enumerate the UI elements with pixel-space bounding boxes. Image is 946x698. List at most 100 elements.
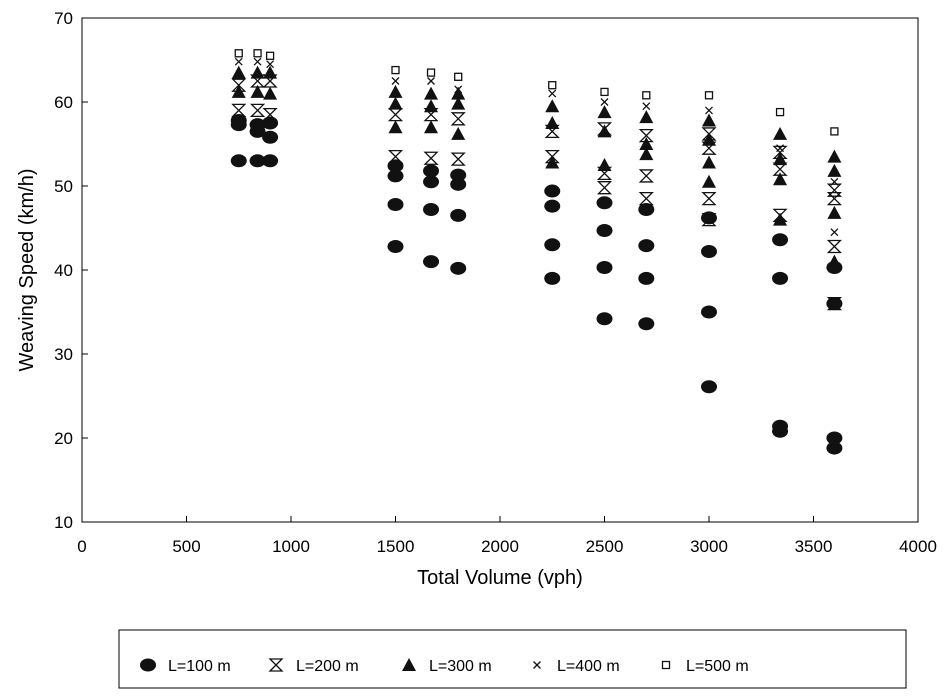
legend-label: L=300 m	[429, 658, 492, 675]
x-tick-label: 2500	[586, 537, 624, 556]
data-point	[638, 271, 655, 285]
data-point	[391, 77, 400, 85]
data-point	[262, 154, 279, 168]
data-points	[230, 49, 843, 455]
data-point	[450, 112, 466, 126]
data-point	[830, 127, 839, 136]
data-point	[638, 191, 654, 206]
legend-item: L=300 m	[402, 658, 492, 675]
data-point	[596, 260, 613, 274]
legend-box	[118, 629, 907, 689]
data-point	[596, 312, 613, 326]
legend-item: L=400 m	[533, 658, 620, 675]
legend-item: L=500 m	[661, 658, 749, 675]
data-point	[596, 181, 613, 195]
data-point	[249, 118, 266, 132]
data-point	[253, 57, 262, 66]
data-point	[597, 105, 612, 119]
legend-label: L=400 m	[557, 658, 620, 675]
data-point	[638, 317, 655, 331]
data-point	[544, 271, 561, 285]
data-point	[544, 199, 561, 213]
x-axis-title: Total Volume (vph)	[417, 567, 583, 589]
data-point	[388, 84, 403, 98]
data-point	[262, 116, 279, 130]
data-point	[249, 103, 266, 118]
data-point	[639, 137, 654, 150]
data-point	[450, 152, 466, 166]
data-point	[701, 305, 717, 319]
data-point	[638, 239, 655, 253]
data-point	[423, 175, 440, 189]
data-point	[388, 96, 403, 110]
y-tick-label: 50	[54, 177, 73, 196]
data-point	[701, 245, 717, 259]
legend-label: L=200 m	[296, 658, 359, 675]
data-point	[263, 86, 278, 100]
data-point	[772, 271, 789, 285]
data-point	[387, 169, 404, 183]
data-point	[826, 239, 842, 254]
y-tick-label: 10	[54, 513, 73, 532]
y-tick-label: 70	[54, 9, 73, 28]
legend-marker	[661, 660, 671, 670]
data-point	[702, 155, 716, 169]
series-5-points	[234, 49, 839, 136]
data-point	[702, 113, 716, 127]
data-point	[773, 212, 788, 226]
data-point	[642, 91, 651, 100]
data-point	[638, 128, 654, 143]
data-point	[423, 255, 440, 269]
data-point	[231, 65, 246, 79]
x-tick-label: 0	[77, 537, 86, 556]
data-point	[639, 147, 654, 161]
data-point	[776, 144, 785, 153]
data-point	[424, 86, 439, 100]
data-point	[263, 65, 278, 79]
series-4-points	[234, 57, 839, 237]
data-point	[642, 102, 651, 111]
data-point	[701, 127, 717, 141]
data-point	[772, 419, 789, 433]
x-tick-label: 2000	[481, 537, 519, 556]
data-point	[250, 84, 265, 98]
data-point	[545, 99, 560, 113]
y-axis-ticks: 10 20 30 40 50 60 70	[54, 9, 88, 532]
data-point	[600, 98, 609, 106]
data-point	[827, 205, 842, 219]
data-point	[387, 239, 404, 253]
legend-label: L=100 m	[168, 658, 231, 675]
data-point	[639, 110, 654, 124]
data-point	[387, 149, 404, 164]
data-point	[773, 126, 788, 140]
data-point	[702, 174, 716, 188]
data-point	[423, 151, 439, 165]
x-tick-label: 3000	[690, 537, 728, 556]
data-point	[702, 132, 716, 146]
legend-marker	[268, 658, 284, 672]
data-point	[773, 152, 788, 166]
data-point	[545, 155, 560, 169]
data-point	[596, 196, 613, 210]
data-point	[424, 120, 439, 134]
data-point	[701, 212, 717, 227]
data-point	[827, 254, 842, 268]
y-tick-label: 40	[54, 261, 73, 280]
data-point	[266, 60, 275, 69]
series-3-points	[231, 65, 842, 268]
data-point	[231, 78, 247, 92]
y-tick-label: 30	[54, 345, 73, 364]
data-point	[451, 126, 466, 140]
data-point	[250, 65, 265, 79]
data-point	[775, 107, 785, 117]
data-point	[826, 296, 842, 311]
data-point	[388, 120, 403, 134]
data-point	[704, 91, 714, 100]
data-point	[424, 99, 439, 113]
data-point	[387, 197, 404, 211]
data-point	[705, 106, 713, 115]
legend: L=100 m L=200 m L=300 m L=400 m L=500 m	[140, 658, 749, 675]
data-point	[451, 96, 466, 110]
data-point	[544, 184, 561, 198]
